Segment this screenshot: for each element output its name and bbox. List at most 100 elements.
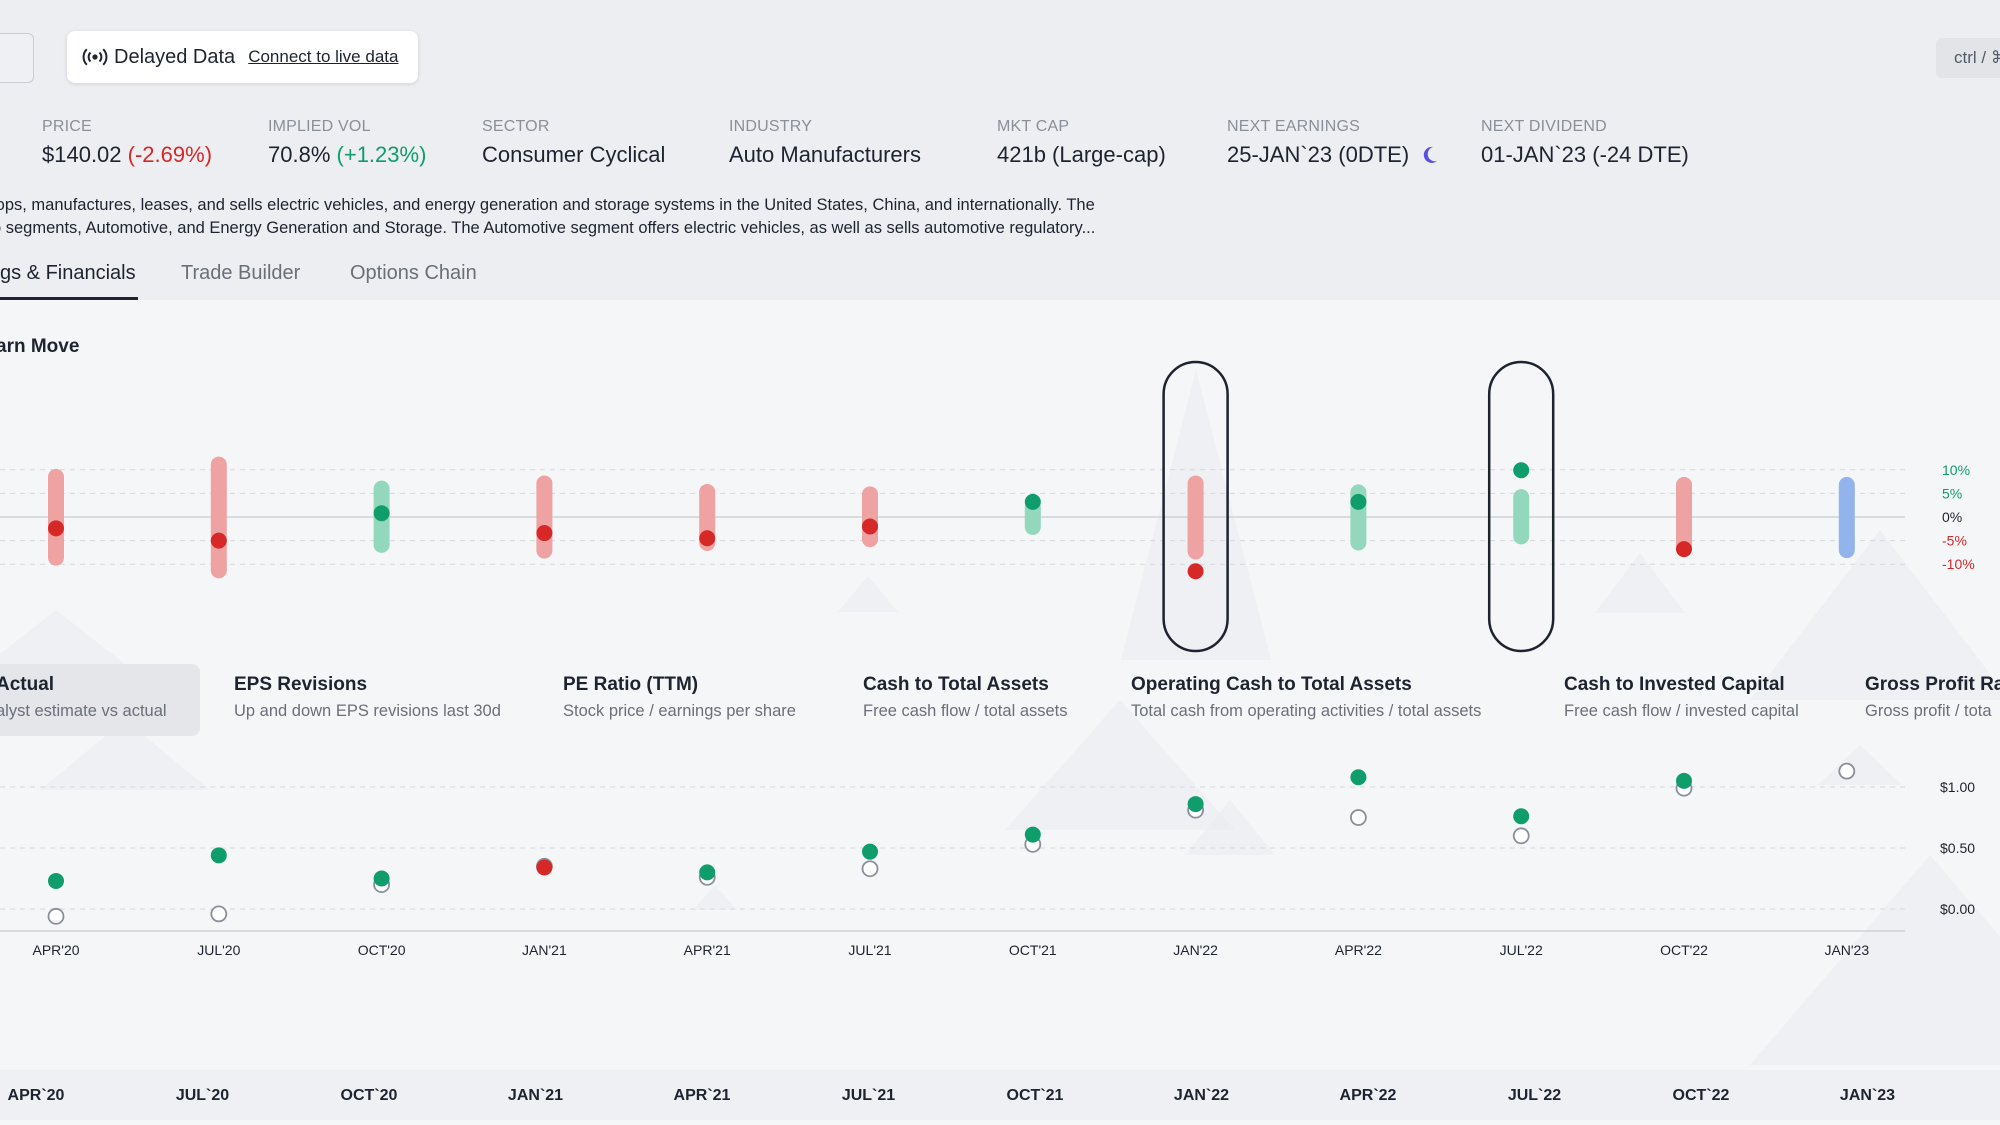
highlight-capsule: [1162, 360, 1229, 653]
metric-cash-to-total-assets[interactable]: Cash to Total Assets Free cash flow / to…: [863, 674, 1068, 721]
actual-move-dot: [1513, 462, 1530, 479]
metric-gross-profit-ratio[interactable]: Gross Profit Ra Gross profit / tota: [1865, 674, 2000, 721]
metric-title: EPS Revisions: [234, 674, 368, 695]
background-triangle: [838, 576, 898, 612]
actual-eps-dot: [1187, 796, 1204, 813]
stat-industry: INDUSTRY Auto Manufacturers: [729, 118, 921, 168]
price-change: (-2.69%): [127, 142, 213, 167]
description-line: o segments, Automotive, and Energy Gener…: [0, 219, 1096, 237]
background-triangle: [1005, 700, 1235, 830]
stat-value: 25-JAN`23 (0DTE): [1227, 142, 1439, 168]
actual-eps-dot: [536, 859, 553, 876]
actual-move-dot: [1024, 493, 1041, 510]
metric-cash-to-invested-capital[interactable]: Cash to Invested Capital Free cash flow …: [1564, 674, 1799, 721]
expected-move-chart: [48, 360, 1855, 653]
timeline-tick-label: JUL`22: [1507, 1087, 1562, 1104]
x-tick-label: JUL'22: [1500, 942, 1543, 958]
sidebar-toggle-button[interactable]: [0, 33, 34, 83]
actual-eps-dot: [1676, 772, 1692, 789]
chart-labels: 10% 5% 0% -5% -10% $1.00 $0.50 $0.00 APR'20 JUL'2…: [32, 462, 1975, 958]
metric-subtitle: Stock price / earnings per share: [563, 702, 796, 720]
background-triangle: [1750, 530, 2000, 700]
y-tick-label: 5%: [1942, 485, 1962, 501]
tab-options-chain[interactable]: Options Chain: [350, 262, 477, 284]
metric-pe-ratio[interactable]: PE Ratio (TTM) Stock price / earnings pe…: [563, 674, 796, 721]
metric-title: Cash to Total Assets: [863, 674, 1049, 695]
timeline-tick-label: OCT`22: [1672, 1087, 1730, 1104]
stat-label: IMPLIED VOL: [268, 118, 371, 135]
highlight-capsule: [1487, 360, 1555, 653]
section-title: arn Move: [0, 336, 80, 357]
estimate-dot: [1512, 827, 1530, 845]
stat-next-earnings: NEXT EARNINGS 25-JAN`23 (0DTE): [1227, 118, 1439, 168]
x-tick-label: JAN'23: [1824, 942, 1869, 958]
actual-move-dot: [862, 518, 878, 535]
company-description: lops, manufactures, leases, and sells el…: [0, 194, 1192, 240]
actual-move-dot: [699, 530, 716, 547]
actual-move-dot: [1187, 563, 1204, 580]
price-value: $140.02: [42, 142, 122, 167]
estimate-dot: [210, 905, 228, 923]
x-tick-label: JAN'21: [522, 942, 567, 958]
actual-move-dot: [1350, 493, 1367, 510]
eps-chart: [47, 762, 1856, 925]
y-tick-label: 0%: [1942, 509, 1962, 525]
stat-label: INDUSTRY: [729, 118, 813, 135]
stat-label: MKT CAP: [997, 118, 1070, 135]
metric-subtitle: Up and down EPS revisions last 30d: [234, 702, 501, 720]
actual-eps-dot: [373, 870, 390, 887]
timeline-tick-label: JAN`21: [507, 1087, 564, 1104]
tab-trade-builder[interactable]: Trade Builder: [181, 262, 301, 284]
actual-eps-dot: [210, 847, 227, 864]
tab-earnings-financials[interactable]: gs & Financials: [0, 262, 136, 284]
stat-next-dividend: NEXT DIVIDEND 01-JAN`23 (-24 DTE): [1481, 118, 1689, 168]
actual-eps-dot: [1024, 826, 1041, 843]
x-tick-label: APR'22: [1335, 942, 1382, 958]
stat-value: $140.02 (-2.69%): [42, 142, 212, 168]
moon-icon: [1424, 146, 1438, 163]
selected-metric-highlight: [0, 664, 200, 736]
timeline-tick-label: OCT`21: [1006, 1087, 1064, 1104]
market-cap-value: 421b (Large-cap): [997, 142, 1166, 167]
stat-market-cap: MKT CAP 421b (Large-cap): [997, 118, 1166, 168]
timeline-tick-label: JAN`22: [1173, 1087, 1230, 1104]
expected-move-bar: [1187, 475, 1204, 560]
broadcast-icon: [82, 48, 108, 66]
background-triangle: [1818, 745, 1902, 785]
metric-title: Actual: [0, 674, 55, 695]
connect-live-data-link[interactable]: Connect to live data: [248, 47, 399, 66]
expected-move-bar: [48, 468, 64, 566]
data-status-pill: Delayed Data Connect to live data: [67, 31, 418, 83]
metric-title: Gross Profit Ra: [1865, 674, 2000, 695]
timeline-tick-label: JUL`21: [841, 1087, 896, 1104]
stat-implied-vol: IMPLIED VOL 70.8% (+1.23%): [268, 118, 426, 168]
timeline-axis[interactable]: APR`20 JUL`20 OCT`20 JAN`21 APR`21 JUL`21 OCT`…: [0, 1070, 2000, 1120]
timeline-tick-label: APR`22: [1339, 1087, 1397, 1104]
metric-actual[interactable]: Actual alyst estimate vs actual: [0, 674, 167, 721]
y-tick-label: -10%: [1942, 556, 1975, 572]
background-triangle: [40, 720, 210, 790]
metric-subtitle: alyst estimate vs actual: [0, 702, 167, 720]
estimate-dot: [1838, 762, 1856, 780]
actual-eps-dot: [48, 872, 64, 889]
estimate-dot: [47, 907, 65, 925]
next-earnings-value: 25-JAN`23 (0DTE): [1227, 142, 1410, 167]
keyboard-shortcut-hint[interactable]: ctrl / ⌘: [1936, 38, 2000, 78]
background-triangle: [1750, 855, 2000, 1065]
x-tick-label: JUL'20: [197, 942, 240, 958]
expected-move-bar: [210, 456, 227, 579]
y-tick-label: $1.00: [1940, 779, 1975, 795]
description-line: lops, manufactures, leases, and sells el…: [0, 196, 1095, 214]
estimate-dot: [861, 860, 879, 878]
metric-subtitle: Free cash flow / total assets: [863, 702, 1068, 720]
metric-title: PE Ratio (TTM): [563, 674, 699, 695]
x-tick-label: OCT'21: [1009, 942, 1057, 958]
metric-operating-cash-to-total-assets[interactable]: Operating Cash to Total Assets Total cas…: [1131, 674, 1481, 721]
background-triangle: [693, 885, 737, 910]
next-dividend-value: 01-JAN`23 (-24 DTE): [1481, 142, 1689, 167]
expected-move-bar: [536, 475, 553, 559]
y-tick-label: $0.50: [1940, 840, 1975, 856]
metric-eps-revisions[interactable]: EPS Revisions Up and down EPS revisions …: [234, 674, 501, 721]
timeline-tick-label: APR`20: [7, 1087, 65, 1104]
x-tick-label: JUL'21: [848, 942, 891, 958]
